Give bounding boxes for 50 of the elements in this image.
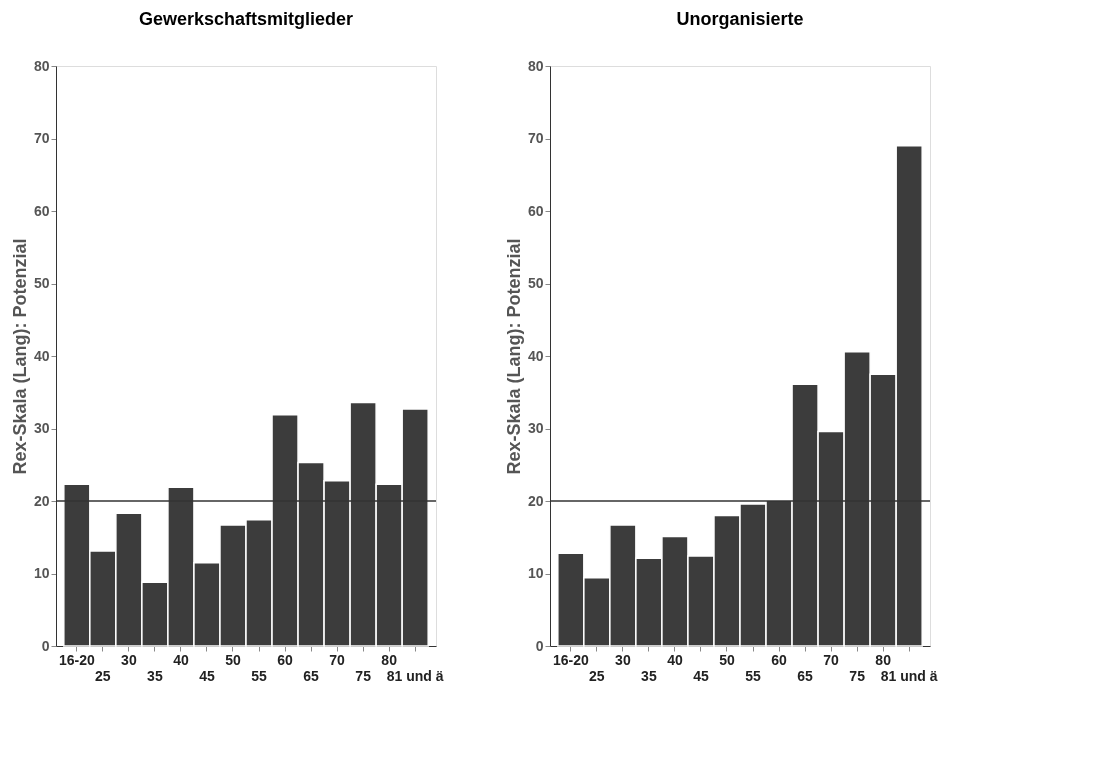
y-tick-label: 20	[527, 492, 544, 509]
x-tick-label: 75	[849, 667, 866, 684]
x-tick-label: 70	[823, 651, 840, 668]
x-tick-label: 80	[875, 651, 892, 668]
x-tick-label: 35	[147, 667, 163, 684]
x-tick-label: 70	[329, 651, 346, 668]
y-tick-label: 60	[527, 202, 544, 219]
y-tick-label: 50	[33, 275, 50, 291]
x-tick-label: 16-20	[58, 651, 95, 668]
y-axis-title: Rex-Skala (Lang): Potenzial	[503, 238, 524, 475]
x-tick-label: 50	[225, 651, 241, 668]
x-tick-label: 80	[381, 651, 398, 668]
y-tick-label: 0	[41, 637, 50, 654]
y-tick-label: 0	[535, 637, 544, 654]
x-tick-label: 50	[719, 651, 735, 668]
x-tick-label: 40	[667, 651, 683, 668]
y-tick-label: 40	[527, 347, 544, 364]
x-tick-label: 60	[771, 651, 788, 668]
x-tick-label: 30	[121, 651, 137, 668]
x-tick-label: 40	[173, 651, 189, 668]
x-tick-label: 25	[95, 667, 111, 684]
x-tick-label: 25	[589, 667, 605, 684]
x-tick-label: 81 und ä	[880, 667, 938, 684]
x-tick-label: 81 und ä	[386, 667, 444, 684]
y-tick-label: 70	[33, 130, 50, 146]
x-tick-label: 75	[355, 667, 372, 684]
x-tick-label: 55	[745, 667, 762, 684]
x-tick-label: 65	[797, 667, 814, 684]
x-tick-label: 60	[277, 651, 294, 668]
y-tick-label: 40	[33, 347, 50, 364]
x-tick-label: 45	[693, 667, 709, 684]
x-tick-label: 45	[199, 667, 215, 684]
y-tick-label: 50	[527, 275, 544, 291]
y-tick-label: 60	[33, 202, 50, 219]
y-tick-label: 30	[33, 420, 50, 436]
y-tick-label: 80	[527, 57, 544, 74]
x-tick-label: 30	[615, 651, 631, 668]
y-tick-label: 10	[33, 565, 50, 581]
x-tick-label: 16-20	[552, 651, 589, 668]
y-tick-label: 80	[33, 57, 50, 74]
x-tick-label: 55	[251, 667, 268, 684]
y-tick-label: 70	[527, 130, 544, 146]
y-tick-label: 30	[527, 420, 544, 436]
chart-title: Unorganisierte	[676, 9, 804, 29]
y-tick-label: 10	[527, 565, 544, 581]
y-tick-label: 20	[33, 492, 50, 509]
x-tick-label: 65	[303, 667, 320, 684]
chart-title: Gewerkschaftsmitglieder	[138, 9, 354, 29]
x-tick-label: 35	[641, 667, 657, 684]
y-axis-title: Rex-Skala (Lang): Potenzial	[9, 238, 30, 475]
